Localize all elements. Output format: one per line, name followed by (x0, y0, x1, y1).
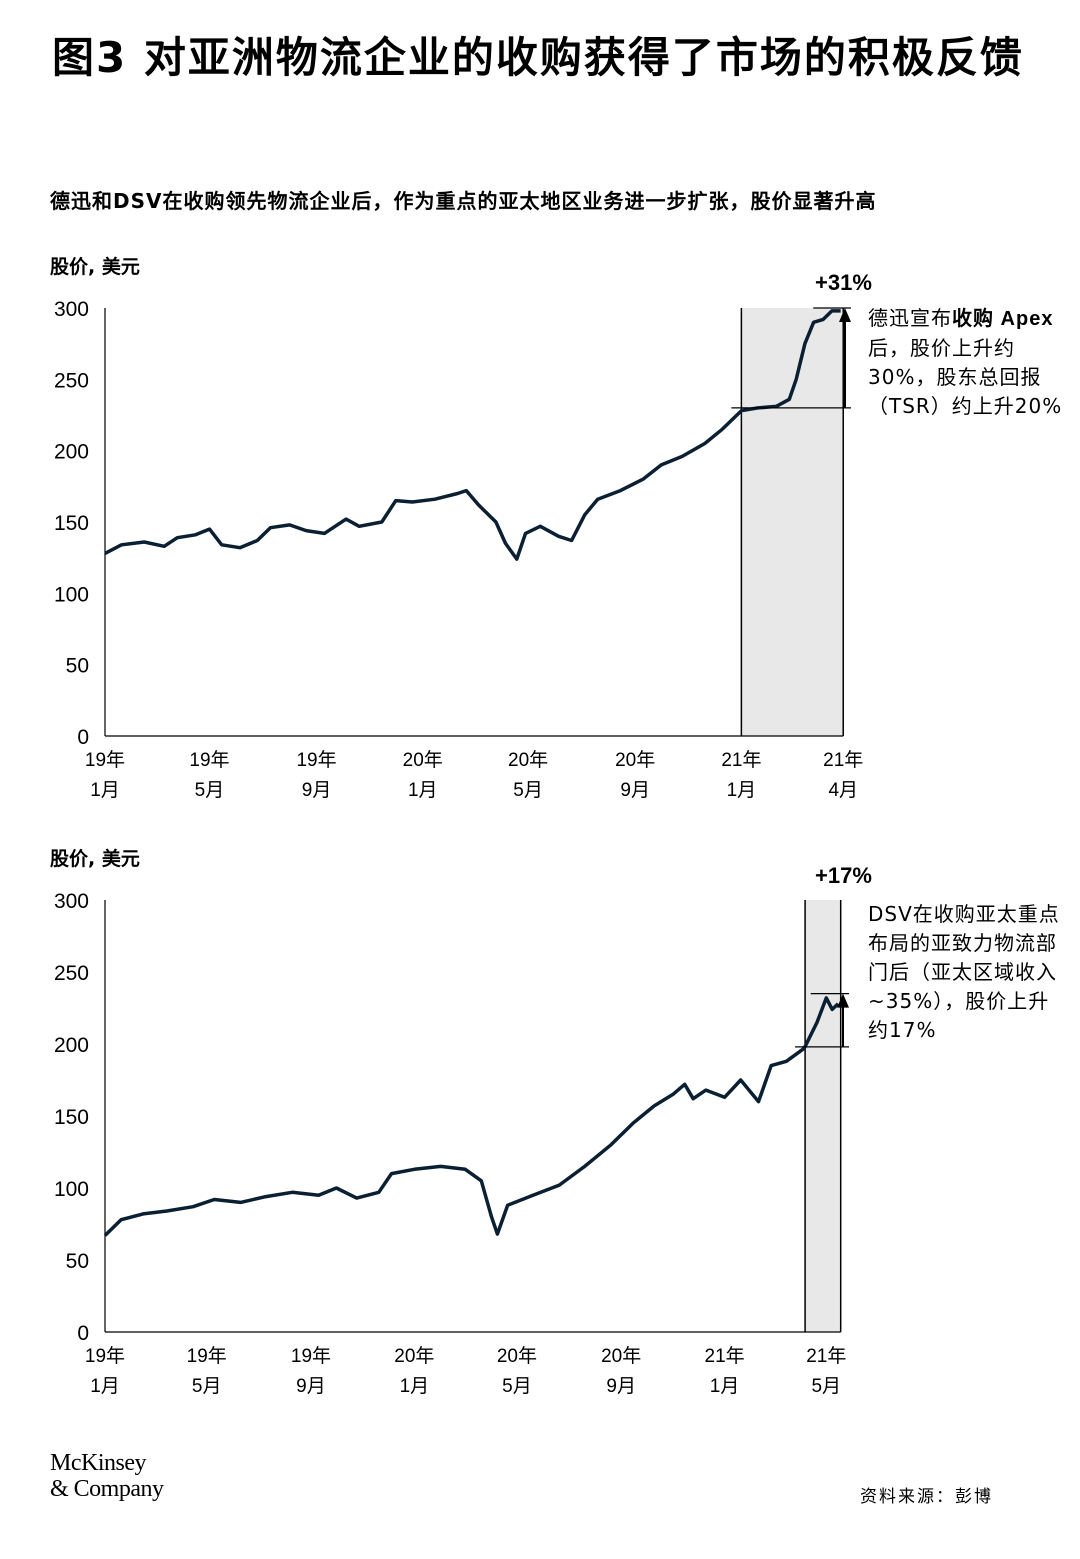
chart2-change-label: +17% (815, 863, 872, 888)
chart1-y-tick-label: 100 (54, 583, 89, 606)
chart1-x-tick-label: 1月 (90, 780, 120, 801)
chart1-x-tick-label: 19年 (189, 749, 229, 771)
chart2-price-line (103, 996, 840, 1237)
chart2-x-tick-label: 21年 (705, 1345, 745, 1367)
chart1-x-tick-label: 5月 (513, 780, 543, 801)
chart2-x-tick-label: 20年 (497, 1345, 537, 1367)
chart2-y-tick-label: 50 (66, 1250, 89, 1273)
chart2-y-tick-label: 200 (54, 1034, 89, 1057)
page-title: 图3 对亚洲物流企业的收购获得了市场的积极反馈 (52, 33, 1024, 82)
chart2-x-tick-label: 5月 (502, 1376, 532, 1397)
chart2-x-tick-label: 19年 (291, 1345, 331, 1367)
chart1-x-tick-label: 21年 (823, 749, 863, 771)
chart2-x-tick-label: 9月 (606, 1376, 636, 1397)
chart1-x-tick-label: 19年 (296, 749, 336, 771)
chart1-y-tick-label: 150 (54, 512, 89, 535)
chart1-x-tick-label: 9月 (302, 780, 332, 801)
chart2-ylabel: 股价, 美元 (50, 848, 140, 870)
chart1-x-tick-label: 4月 (828, 780, 858, 801)
chart1-annotation: 德迅宣布收购 Apex后，股价上升约30%，股东总回报（TSR）约上升20% (868, 306, 1063, 418)
chart2-y-tick-label: 100 (54, 1178, 89, 1201)
chart2-y-tick-label: 0 (77, 1322, 89, 1345)
chart1-x-tick-label: 20年 (615, 749, 655, 771)
chart1-y-tick-label: 200 (54, 441, 89, 464)
chart1-y-tick-label: 250 (54, 369, 89, 392)
chart1-y-tick-label: 300 (54, 298, 89, 321)
chart2-arrow-head-icon (837, 993, 849, 1008)
chart2-x-tick-label: 1月 (400, 1376, 430, 1397)
chart1-arrow-head-icon (839, 308, 851, 322)
chart1-price-line (104, 309, 841, 561)
chart1-y-tick-label: 0 (77, 726, 89, 749)
chart2-x-tick-label: 1月 (90, 1376, 120, 1397)
chart2-x-tick-label: 5月 (192, 1376, 222, 1397)
mckinsey-logo: McKinsey & Company (50, 1450, 164, 1502)
chart2-x-tick-label: 19年 (85, 1345, 125, 1367)
chart1-highlight-region (741, 308, 844, 736)
chart2-y-tick-label: 150 (54, 1106, 89, 1129)
subtitle: 德迅和DSV在收购领先物流企业后，作为重点的亚太地区业务进一步扩张，股价显著升高 (50, 189, 877, 213)
chart1-x-tick-label: 1月 (408, 780, 438, 801)
chart2-x-tick-label: 9月 (296, 1376, 326, 1397)
chart2-x-tick-label: 20年 (601, 1345, 641, 1367)
chart2-x-tick-label: 5月 (811, 1376, 841, 1397)
chart2-x-tick-label: 1月 (710, 1376, 740, 1397)
chart2-x-tick-label: 20年 (394, 1345, 434, 1367)
chart1-x-tick-label: 5月 (195, 780, 225, 801)
chart2-highlight-region (805, 900, 841, 1332)
chart2-x-tick-label: 19年 (187, 1345, 227, 1367)
chart2-x-tick-label: 21年 (806, 1345, 846, 1367)
chart1-x-tick-label: 9月 (620, 780, 650, 801)
chart1-x-tick-label: 1月 (727, 780, 757, 801)
chart1-x-tick-label: 21年 (721, 749, 761, 771)
chart2-y-tick-label: 300 (54, 890, 89, 913)
chart2-y-tick-label: 250 (54, 962, 89, 985)
chart1-change-label: +31% (815, 270, 872, 295)
source-note: 资料来源：彭博 (860, 1487, 993, 1507)
chart1-x-tick-label: 19年 (85, 749, 125, 771)
chart1-y-tick-label: 50 (66, 655, 89, 678)
chart1-ylabel: 股价, 美元 (50, 256, 140, 278)
chart1-x-tick-label: 20年 (403, 749, 443, 771)
chart1-x-tick-label: 20年 (508, 749, 548, 771)
chart2-annotation: DSV在收购亚太重点布局的亚致力物流部门后（亚太区域收入~35%），股价上升约1… (868, 902, 1060, 1042)
